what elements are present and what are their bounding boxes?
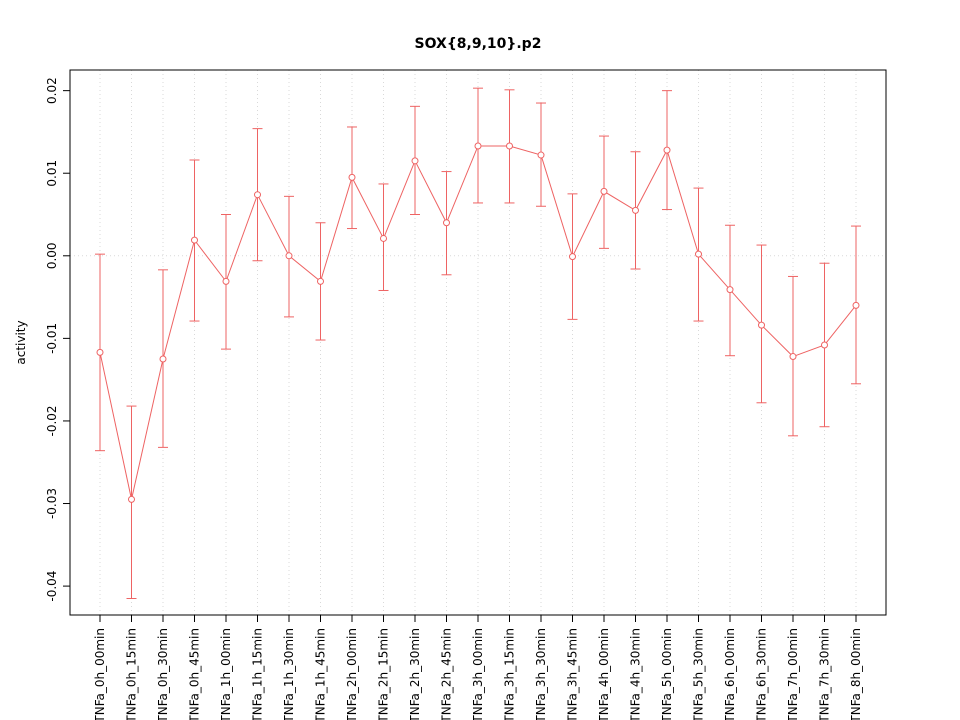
- data-point: [317, 277, 324, 285]
- y-tick-label: -0.04: [45, 571, 59, 602]
- data-point: [191, 236, 198, 244]
- x-tick-label: TNFa_2h_30min: [408, 628, 422, 720]
- data-point: [254, 191, 261, 199]
- x-tick-label: TNFa_3h_45min: [566, 628, 580, 720]
- x-tick-label: TNFa_2h_45min: [440, 628, 454, 720]
- x-tick-label: TNFa_1h_45min: [314, 628, 328, 720]
- y-tick-label: -0.02: [45, 405, 59, 436]
- x-tick-label: TNFa_4h_00min: [597, 628, 611, 720]
- x-tick-label: TNFa_0h_30min: [156, 628, 170, 720]
- data-point: [758, 321, 765, 329]
- y-axis-label: activity: [14, 320, 28, 364]
- x-tick-label: TNFa_3h_30min: [534, 628, 548, 720]
- x-tick-label: TNFa_6h_00min: [723, 628, 737, 720]
- data-point: [348, 173, 356, 181]
- x-tick-label: TNFa_3h_00min: [471, 628, 485, 720]
- data-point: [222, 277, 230, 285]
- data-point: [537, 151, 545, 159]
- x-tick-label: TNFa_0h_45min: [188, 628, 202, 720]
- data-point: [474, 142, 482, 150]
- x-tick-label: TNFa_5h_30min: [692, 628, 706, 720]
- data-point: [569, 253, 576, 261]
- data-point: [726, 286, 734, 294]
- y-tick-label: 0.01: [45, 160, 59, 187]
- data-point: [96, 348, 104, 356]
- x-tick-label: TNFa_6h_30min: [755, 628, 769, 720]
- y-tick-label: 0.00: [45, 242, 59, 269]
- data-point: [695, 250, 702, 258]
- data-point: [443, 219, 450, 227]
- data-point: [600, 187, 608, 195]
- x-tick-label: TNFa_3h_15min: [503, 628, 517, 720]
- x-tick-label: TNFa_0h_15min: [125, 628, 139, 720]
- data-point: [632, 206, 639, 214]
- y-tick-label: -0.03: [45, 488, 59, 519]
- x-tick-label: TNFa_0h_00min: [93, 628, 107, 720]
- data-point: [506, 142, 513, 150]
- y-tick-label: 0.02: [45, 77, 59, 104]
- y-tick-label: -0.01: [45, 323, 59, 354]
- x-tick-label: TNFa_7h_30min: [818, 628, 832, 720]
- data-point: [411, 157, 419, 165]
- x-tick-label: TNFa_7h_00min: [786, 628, 800, 720]
- x-tick-label: TNFa_5h_00min: [660, 628, 674, 720]
- x-tick-label: TNFa_1h_15min: [251, 628, 265, 720]
- data-point: [128, 495, 135, 503]
- x-tick-label: TNFa_4h_30min: [629, 628, 643, 720]
- data-point: [159, 355, 167, 363]
- data-point: [852, 301, 860, 309]
- data-point: [663, 146, 671, 154]
- x-tick-label: TNFa_1h_30min: [282, 628, 296, 720]
- x-tick-label: TNFa_2h_00min: [345, 628, 359, 720]
- data-point: [380, 234, 387, 242]
- chart-title: SOX{8,9,10}.p2: [415, 36, 542, 52]
- data-point: [285, 252, 293, 260]
- data-point: [789, 353, 797, 361]
- data-point: [821, 341, 828, 349]
- x-tick-label: TNFa_1h_00min: [219, 628, 233, 720]
- x-tick-label: TNFa_8h_00min: [849, 628, 863, 720]
- x-tick-label: TNFa_2h_15min: [377, 628, 391, 720]
